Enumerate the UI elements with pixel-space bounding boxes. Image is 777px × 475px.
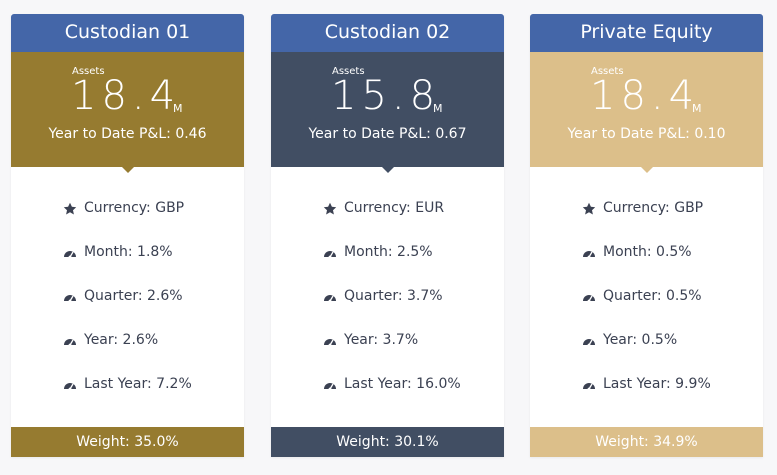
gauge-icon — [64, 251, 76, 259]
stat-year: Year: 0.5% — [582, 332, 711, 376]
pointer-arrow — [381, 167, 394, 173]
stat-quarter-text: Quarter: 2.6% — [84, 288, 183, 304]
pointer-arrow — [640, 421, 653, 427]
gauge-icon — [324, 383, 336, 391]
pointer-arrow — [121, 167, 134, 173]
stat-quarter-text: Quarter: 3.7% — [344, 288, 443, 304]
weight-text: Weight: 30.1% — [336, 434, 439, 450]
stat-year-text: Year: 2.6% — [84, 332, 159, 348]
assets-label: Assets — [332, 66, 365, 77]
card-custodian-02: Custodian 02 Assets 15.8 M Year to Date … — [271, 14, 504, 457]
stat-month-text: Month: 1.8% — [84, 244, 173, 260]
assets-label: Assets — [72, 66, 105, 77]
gauge-icon — [324, 339, 336, 347]
gauge-icon — [583, 295, 595, 303]
stat-last-year-text: Last Year: 16.0% — [344, 376, 461, 392]
stat-year-text: Year: 3.7% — [344, 332, 419, 348]
assets-value: 15.8 — [331, 73, 441, 119]
assets-value: 18.4 — [590, 73, 700, 119]
gauge-icon — [64, 339, 76, 347]
assets-unit: M — [433, 102, 443, 115]
stat-last-year: Last Year: 9.9% — [582, 376, 711, 420]
stats-list: Currency: EUR Month: 2.5% Quarter: 3.7% … — [323, 200, 461, 420]
stat-year: Year: 3.7% — [323, 332, 461, 376]
gauge-icon — [64, 295, 76, 303]
card-private-equity: Private Equity Assets 18.4 M Year to Dat… — [530, 14, 763, 457]
stat-quarter: Quarter: 0.5% — [582, 288, 711, 332]
card-title: Custodian 01 — [11, 14, 244, 52]
stat-quarter: Quarter: 3.7% — [323, 288, 461, 332]
stat-month: Month: 0.5% — [582, 244, 711, 288]
weight-bar: Weight: 30.1% — [271, 421, 504, 457]
stat-last-year: Last Year: 7.2% — [63, 376, 192, 420]
assets-value: 18.4 — [71, 73, 181, 119]
stats-list: Currency: GBP Month: 1.8% Quarter: 2.6% … — [63, 200, 192, 420]
weight-text: Weight: 34.9% — [595, 434, 698, 450]
stat-quarter: Quarter: 2.6% — [63, 288, 192, 332]
stat-month-text: Month: 2.5% — [344, 244, 433, 260]
assets-panel: Assets 15.8 M Year to Date P&L: 0.67 — [271, 52, 504, 173]
ytd-pnl: Year to Date P&L: 0.46 — [48, 126, 207, 142]
gauge-icon — [583, 383, 595, 391]
gauge-icon — [583, 339, 595, 347]
weight-text: Weight: 35.0% — [76, 434, 179, 450]
pointer-arrow — [121, 421, 134, 427]
assets-unit: M — [173, 102, 183, 115]
pointer-arrow — [640, 167, 653, 173]
pointer-arrow — [381, 421, 394, 427]
card-title: Private Equity — [530, 14, 763, 52]
stat-year: Year: 2.6% — [63, 332, 192, 376]
star-icon — [582, 202, 596, 215]
stat-currency: Currency: GBP — [582, 200, 711, 244]
assets-panel: Assets 18.4 M Year to Date P&L: 0.10 — [530, 52, 763, 173]
stat-month: Month: 1.8% — [63, 244, 192, 288]
gauge-icon — [583, 251, 595, 259]
stats-list: Currency: GBP Month: 0.5% Quarter: 0.5% … — [582, 200, 711, 420]
gauge-icon — [64, 383, 76, 391]
stat-currency-text: Currency: GBP — [84, 200, 185, 216]
assets-unit: M — [692, 102, 702, 115]
stat-last-year-text: Last Year: 9.9% — [603, 376, 711, 392]
stat-quarter-text: Quarter: 0.5% — [603, 288, 702, 304]
gauge-icon — [324, 251, 336, 259]
stat-month-text: Month: 0.5% — [603, 244, 692, 260]
stat-currency: Currency: GBP — [63, 200, 192, 244]
card-title: Custodian 02 — [271, 14, 504, 52]
star-icon — [63, 202, 77, 215]
stat-currency-text: Currency: EUR — [344, 200, 445, 216]
stat-last-year: Last Year: 16.0% — [323, 376, 461, 420]
assets-label: Assets — [591, 66, 624, 77]
star-icon — [323, 202, 337, 215]
stat-year-text: Year: 0.5% — [603, 332, 678, 348]
stat-currency: Currency: EUR — [323, 200, 461, 244]
stat-currency-text: Currency: GBP — [603, 200, 704, 216]
weight-bar: Weight: 34.9% — [530, 421, 763, 457]
ytd-pnl: Year to Date P&L: 0.67 — [308, 126, 467, 142]
ytd-pnl: Year to Date P&L: 0.10 — [567, 126, 726, 142]
stat-last-year-text: Last Year: 7.2% — [84, 376, 192, 392]
card-custodian-01: Custodian 01 Assets 18.4 M Year to Date … — [11, 14, 244, 457]
gauge-icon — [324, 295, 336, 303]
stat-month: Month: 2.5% — [323, 244, 461, 288]
weight-bar: Weight: 35.0% — [11, 421, 244, 457]
assets-panel: Assets 18.4 M Year to Date P&L: 0.46 — [11, 52, 244, 173]
